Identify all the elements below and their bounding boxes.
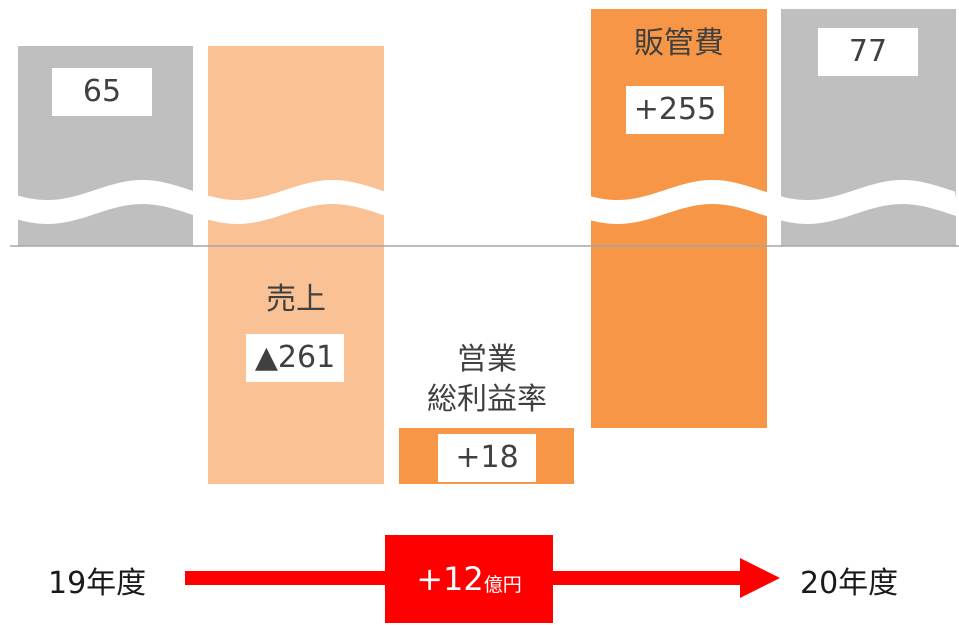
data-label-end: 77 <box>818 28 918 76</box>
total-change-value: +12 <box>416 560 484 598</box>
total-change-unit: 億円 <box>483 573 522 596</box>
x-label-start: 19年度 <box>48 566 147 601</box>
data-label-sales: ▲261 <box>246 334 344 382</box>
category-label-sales: 売上 <box>266 282 326 317</box>
data-label-sga: +255 <box>626 86 724 134</box>
data-label-margin: +18 <box>438 434 536 482</box>
axis-break-band <box>0 180 959 224</box>
data-label-start: 65 <box>52 68 152 116</box>
x-label-end: 20年度 <box>800 566 899 601</box>
category-label-margin: 営業 総利益率 <box>427 342 547 417</box>
total-change-badge: +12 億円 <box>385 535 553 623</box>
category-label-sga: 販管費 <box>634 26 724 61</box>
bar-sales <box>208 46 384 484</box>
